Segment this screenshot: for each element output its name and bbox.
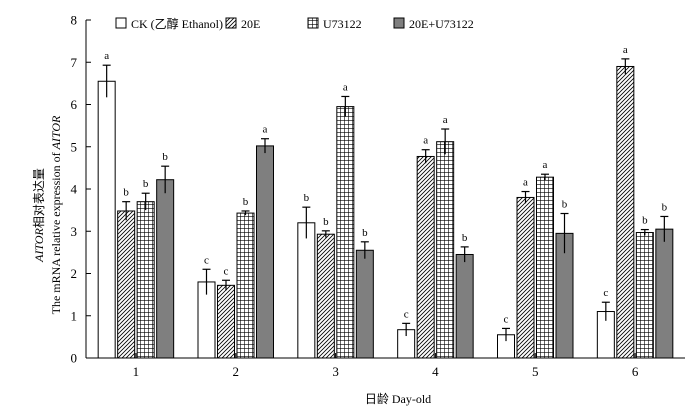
y-axis-label-gene-en: AITOR: [49, 115, 63, 150]
y-axis-label-line2: The mRNA relative expression of AITOR: [49, 115, 63, 314]
bar: [536, 176, 554, 359]
significance-letter: b: [662, 201, 668, 213]
significance-letter: b: [123, 187, 129, 199]
significance-letter: a: [263, 124, 268, 136]
y-axis-label-group: AITOR相对表达量 The mRNA relative expression …: [32, 115, 63, 314]
significance-letter: a: [623, 44, 628, 56]
x-tick-label: 2: [233, 364, 240, 379]
legend: CK (乙醇 Ethanol) 20E U73122 20E+U73122: [115, 16, 474, 31]
y-axis-label-cn: 相对表达量: [32, 168, 46, 228]
significance-letter: c: [404, 308, 409, 320]
legend-label: 20E: [241, 17, 260, 31]
significance-letter: c: [224, 265, 229, 277]
bar: [616, 65, 635, 359]
significance-letter: b: [243, 196, 249, 208]
y-axis-label-en: The mRNA relative expression of: [49, 149, 63, 314]
bar: [156, 179, 175, 359]
y-tick-label: 8: [71, 13, 78, 28]
bar: [316, 233, 335, 359]
bar: [297, 222, 316, 359]
x-tick-label: 3: [332, 364, 339, 379]
significance-letter: b: [162, 151, 168, 163]
significance-letter: a: [523, 177, 528, 189]
axes-layer: 0 1 2 3 4 5 6 7 8 1 2 3 4 5 6: [71, 13, 685, 379]
bar: [256, 145, 274, 359]
bar: [355, 249, 374, 359]
bar: [136, 201, 155, 359]
y-tick-label: 0: [71, 351, 78, 366]
bar: [436, 141, 455, 359]
bar: [236, 212, 255, 359]
significance-letter: a: [423, 135, 428, 147]
y-tick-label: 6: [71, 97, 78, 112]
y-axis-label-line1: AITOR相对表达量: [32, 168, 46, 263]
y-tick-label: 4: [71, 182, 78, 197]
legend-label: U73122: [323, 17, 362, 31]
y-axis-label-gene: AITOR: [32, 227, 46, 262]
x-tick-label: 4: [432, 364, 439, 379]
bar: [516, 196, 535, 359]
legend-swatch: [225, 17, 237, 29]
bar: [97, 80, 116, 359]
x-tick-label: 5: [532, 364, 539, 379]
significance-letter: c: [603, 287, 608, 299]
legend-label: CK (乙醇 Ethanol): [131, 16, 223, 31]
y-tick-label: 3: [71, 224, 78, 239]
significance-letter: b: [642, 215, 648, 227]
bar: [217, 284, 235, 359]
legend-swatch: [393, 17, 405, 29]
x-tick-label: 1: [133, 364, 140, 379]
significance-letter: a: [343, 81, 348, 93]
significance-letter: b: [462, 232, 468, 244]
bar: [117, 210, 136, 359]
significance-letter: b: [143, 178, 149, 190]
significance-letter: a: [543, 159, 548, 171]
bar: [655, 228, 674, 359]
significance-letter: b: [323, 216, 329, 228]
significance-letter: b: [304, 192, 310, 204]
legend-swatch: [115, 17, 127, 29]
legend-swatch: [307, 17, 319, 29]
y-tick-label: 5: [71, 139, 78, 154]
bar: [455, 253, 474, 359]
y-tick-label: 7: [71, 55, 78, 70]
legend-label: 20E+U73122: [409, 17, 474, 31]
significance-letter: c: [504, 313, 509, 325]
significance-letter: a: [443, 114, 448, 126]
significance-letter: b: [562, 199, 568, 211]
bar: [635, 232, 654, 359]
bar: [336, 106, 355, 359]
bar: [416, 155, 435, 359]
y-tick-label: 1: [71, 308, 78, 323]
x-tick-label: 6: [632, 364, 639, 379]
significance-letter: b: [362, 227, 368, 239]
significance-letter: a: [104, 50, 109, 62]
x-axis-label: 日龄 Day-old: [365, 392, 431, 406]
bars-layer: a b b b c c b a b b a b c a a b c a a b c a b b: [97, 44, 674, 359]
y-tick-label: 2: [71, 266, 78, 281]
significance-letter: c: [204, 254, 209, 266]
